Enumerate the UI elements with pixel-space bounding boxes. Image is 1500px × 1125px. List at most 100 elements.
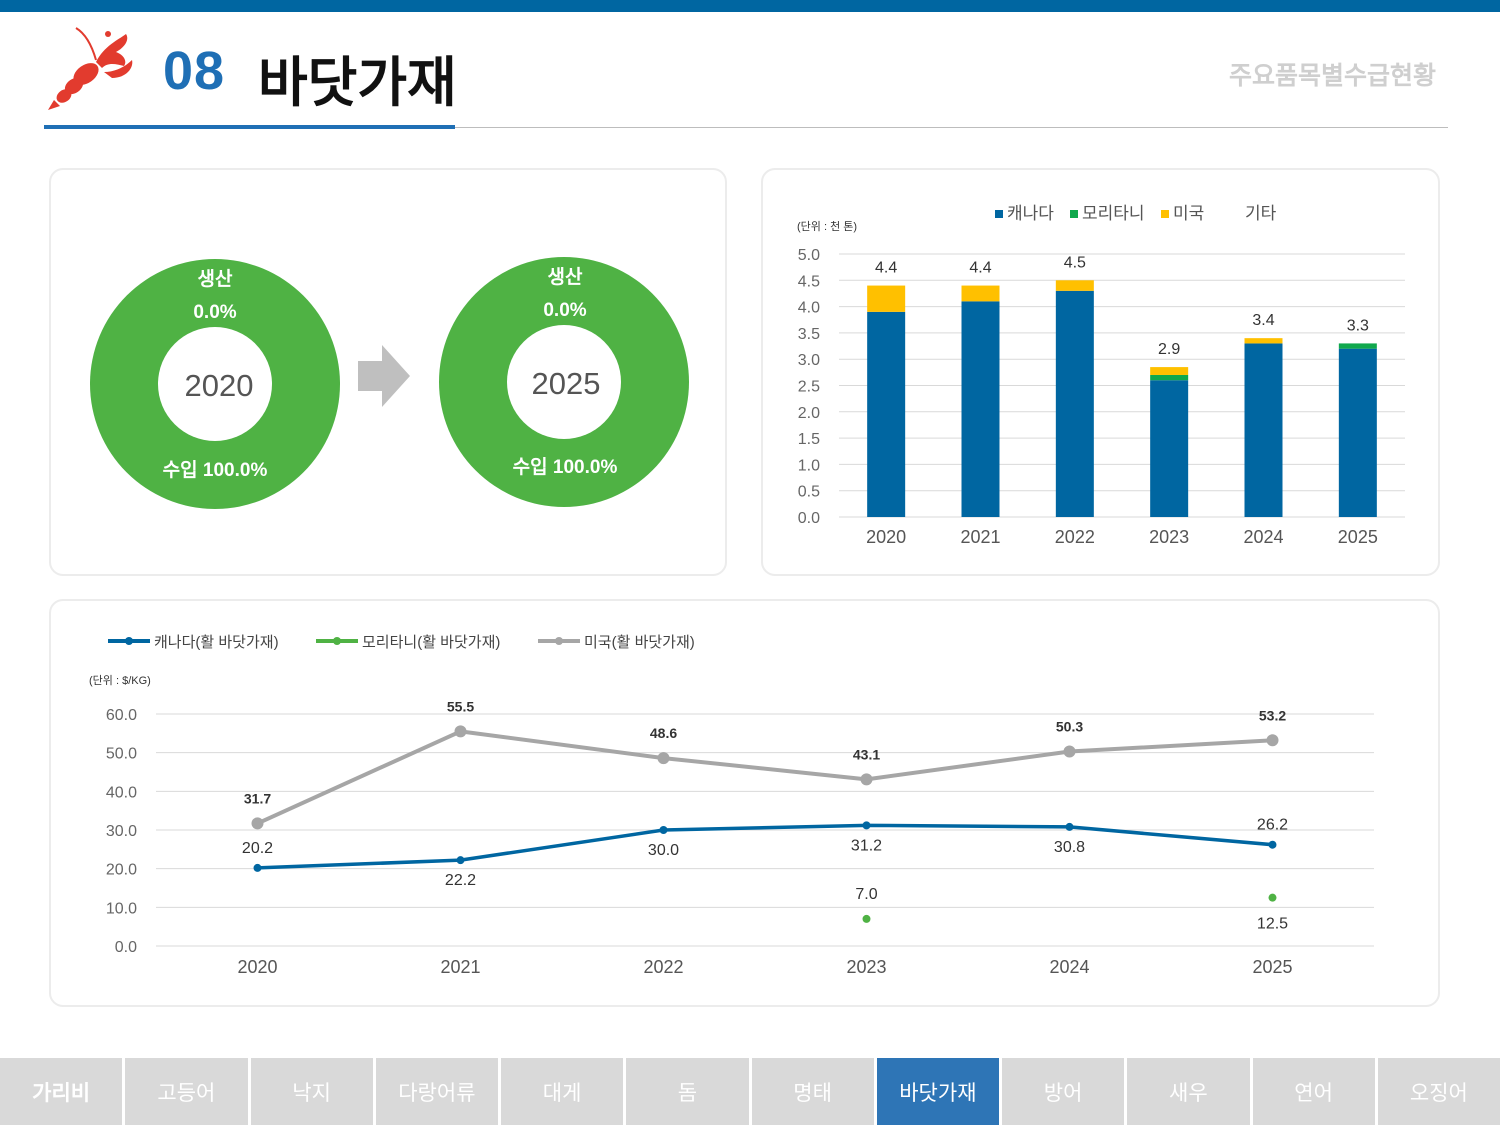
donut-2025: 생산 0.0% 2025 수입 100.0% <box>439 257 689 507</box>
bar-segment <box>867 285 906 312</box>
bar-total-label: 3.4 <box>1252 312 1274 329</box>
unit-label: (단위 : 천 톤) <box>797 219 857 233</box>
data-point <box>253 863 262 872</box>
x-tick-label: 2024 <box>1049 957 1089 977</box>
data-point <box>1266 734 1279 747</box>
bar-segment <box>1055 290 1094 517</box>
header-divider <box>44 127 1448 128</box>
x-tick-label: 2020 <box>237 957 277 977</box>
top-accent-bar <box>0 0 1500 12</box>
bar-segment <box>1150 380 1189 517</box>
x-tick-label: 2023 <box>1149 527 1189 547</box>
legend-marker <box>555 637 563 645</box>
legend-label: 캐나다(활 바닷가재) <box>154 634 279 651</box>
bar-segment <box>867 311 906 517</box>
y-tick-label: 3.0 <box>798 352 820 369</box>
nav-tab[interactable]: 고등어 <box>125 1058 251 1125</box>
x-tick-label: 2022 <box>1055 527 1095 547</box>
nav-tab[interactable]: 대게 <box>501 1058 627 1125</box>
bar-segment <box>1150 374 1189 381</box>
y-tick-label: 4.0 <box>798 300 820 317</box>
nav-tab[interactable]: 새우 <box>1127 1058 1253 1125</box>
data-label: 12.5 <box>1257 916 1288 933</box>
y-tick-label: 1.5 <box>798 431 820 448</box>
donut-production-label: 생산 <box>548 266 583 288</box>
data-label: 50.3 <box>1056 719 1083 735</box>
y-tick-label: 2.5 <box>798 379 820 396</box>
nav-tab[interactable]: 낙지 <box>250 1058 376 1125</box>
section-number: 08 <box>163 41 226 101</box>
nav-tab[interactable]: 다랑어류 <box>375 1058 501 1125</box>
legend-label: 미국(활 바닷가재) <box>584 634 695 651</box>
header-divider-accent <box>44 125 455 129</box>
y-tick-label: 5.0 <box>798 247 820 264</box>
data-label: 30.0 <box>648 842 679 859</box>
data-point <box>1268 893 1277 902</box>
y-tick-label: 50.0 <box>106 746 137 763</box>
page-title: 바닷가재 <box>258 53 457 113</box>
data-label: 20.2 <box>242 840 273 857</box>
nav-tab[interactable]: 명태 <box>751 1058 877 1125</box>
data-label: 31.7 <box>244 790 271 806</box>
stacked-bar-chart: (단위 : 천 톤) 캐나다 모리타니 미국 기타 0.0 0.5 1.0 1.5 2.0 2.5 3… <box>797 204 1405 547</box>
donut-panel: 생산 0.0% 2020 수입 100.0% 생산 0.0% 2025 수입 1… <box>49 168 727 576</box>
data-label: 22.2 <box>445 872 476 889</box>
donut-hole-2025 <box>507 325 621 439</box>
bar-segment <box>961 285 1000 302</box>
data-point <box>1065 822 1074 831</box>
arrow-right-icon <box>358 345 410 407</box>
y-tick-label: 20.0 <box>106 862 137 879</box>
bar-segment <box>1338 348 1377 517</box>
data-label: 30.8 <box>1054 839 1085 856</box>
y-tick-label: 10.0 <box>106 900 137 917</box>
legend-label: 모리타니(활 바닷가재) <box>362 634 500 651</box>
bar-total-label: 3.3 <box>1347 317 1369 334</box>
donut-import-label: 수입 100.0% <box>513 456 618 478</box>
data-label: 26.2 <box>1257 817 1288 834</box>
donut-import-label: 수입 100.0% <box>163 459 268 481</box>
y-tick-label: 60.0 <box>106 707 137 724</box>
bar-segment <box>961 301 1000 517</box>
nav-tab[interactable]: 바닷가재 <box>876 1058 1002 1125</box>
data-label: 7.0 <box>855 886 877 903</box>
lobster-icon <box>48 27 133 110</box>
line-chart-panel: (단위 : $/KG) 캐나다(활 바닷가재) 모리타니(활 바닷가재) 미국(활 바… <box>49 599 1440 1007</box>
data-point <box>862 821 871 830</box>
bar-segment <box>1338 343 1377 349</box>
x-tick-label: 2025 <box>1252 957 1292 977</box>
nav-tab[interactable]: 오징어 <box>1377 1058 1500 1125</box>
y-tick-label: 40.0 <box>106 784 137 801</box>
data-label: 55.5 <box>447 698 474 714</box>
data-point <box>251 817 264 830</box>
y-tick-label: 1.0 <box>798 457 820 474</box>
bar-segment <box>1055 280 1094 291</box>
series-line <box>257 823 1273 870</box>
bar-total-label: 4.5 <box>1064 254 1086 271</box>
legend-swatch <box>1161 210 1169 218</box>
donut-production-pct: 0.0% <box>543 300 586 321</box>
bar-total-label: 2.9 <box>1158 341 1180 358</box>
nav-tab[interactable]: 돔 <box>626 1058 752 1125</box>
y-tick-label: 2.0 <box>798 405 820 422</box>
donut-hole-2020 <box>158 327 272 441</box>
y-tick-label: 0.0 <box>115 939 137 956</box>
y-tick-label: 0.0 <box>798 510 820 527</box>
data-point <box>659 826 668 834</box>
x-tick-label: 2020 <box>866 527 906 547</box>
legend-label: 미국 <box>1173 204 1204 223</box>
nav-tab[interactable]: 연어 <box>1252 1058 1378 1125</box>
legend-marker <box>125 637 133 645</box>
y-tick-label: 30.0 <box>106 823 137 840</box>
legend-label: 기타 <box>1245 204 1277 223</box>
y-tick-label: 4.5 <box>798 273 820 290</box>
donut-production-pct: 0.0% <box>193 302 236 323</box>
nav-tab[interactable]: 가리비 <box>0 1058 126 1125</box>
y-tick-label: 3.5 <box>798 326 820 343</box>
donut-production-label: 생산 <box>198 268 233 290</box>
donut-charts: 생산 0.0% 2020 수입 100.0% 생산 0.0% 2025 수입 1… <box>90 257 689 509</box>
nav-tab[interactable]: 방어 <box>1002 1058 1128 1125</box>
data-point <box>454 725 467 738</box>
x-tick-label: 2024 <box>1243 527 1283 547</box>
data-point <box>1268 840 1277 849</box>
x-tick-label: 2025 <box>1338 527 1378 547</box>
